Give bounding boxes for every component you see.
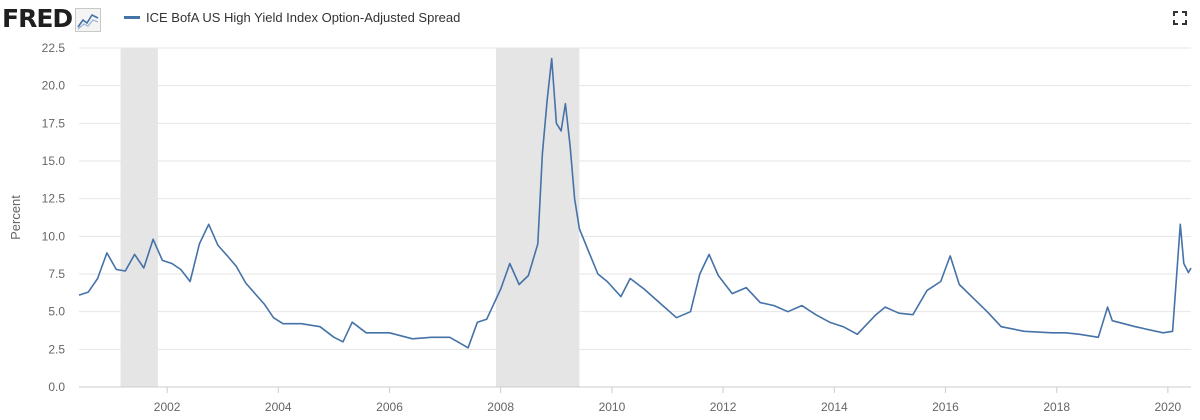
y-tick-labels: 0.0 2.5 5.0 7.5 10.0 12.5 15.0 17.5 20.0 22.5 [42,41,66,394]
x-tick-labels: 2002 2004 2006 2008 2010 2012 2014 2016 2018 2020 [154,387,1182,414]
x-tick-label: 2010 [599,400,626,414]
legend-label: ICE BofA US High Yield Index Option-Adju… [146,10,461,25]
chart-plot: 0.0 2.5 5.0 7.5 10.0 12.5 15.0 17.5 20.0 22.5 200… [8,41,1192,414]
y-tick-label: 10.0 [42,229,66,243]
x-tick-label: 2014 [821,400,848,414]
recession-band-1 [495,48,580,387]
y-tick-label: 20.0 [42,79,66,93]
recession-band-0 [120,48,158,387]
y-tick-label: 7.5 [48,267,65,281]
x-tick-label: 2004 [265,400,292,414]
fred-logo[interactable]: FRED [2,4,102,33]
y-axis-label: Percent [8,195,23,240]
y-tick-label: 15.0 [42,154,66,168]
y-tick-label: 5.0 [48,305,65,319]
chart-legend: ICE BofA US High Yield Index Option-Adju… [124,10,460,25]
x-tick-label: 2002 [154,400,181,414]
chart-header: FRED ICE BofA US High Yield Index Option… [0,0,1200,38]
x-tick-label: 2018 [1043,400,1070,414]
y-gridlines [79,47,1191,350]
x-tick-label: 2008 [487,400,514,414]
line-chart-icon [75,7,102,32]
recession-bands [120,48,580,387]
y-tick-label: 17.5 [42,116,66,130]
y-tick-label: 0.0 [48,380,65,394]
x-tick-label: 2016 [932,400,959,414]
logo-text: FRED [2,4,73,33]
x-tick-label: 2012 [710,400,737,414]
x-tick-label: 2006 [376,400,403,414]
legend-swatch [124,16,140,19]
y-tick-label: 22.5 [42,41,66,55]
x-tick-label: 2020 [1155,400,1182,414]
series-line-high-yield-oas [78,57,1192,349]
y-tick-label: 12.5 [42,192,66,206]
y-tick-label: 2.5 [48,342,65,356]
fullscreen-icon[interactable] [1172,10,1188,26]
